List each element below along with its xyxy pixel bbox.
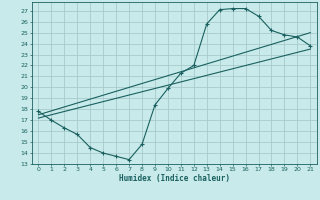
X-axis label: Humidex (Indice chaleur): Humidex (Indice chaleur) <box>119 174 230 183</box>
